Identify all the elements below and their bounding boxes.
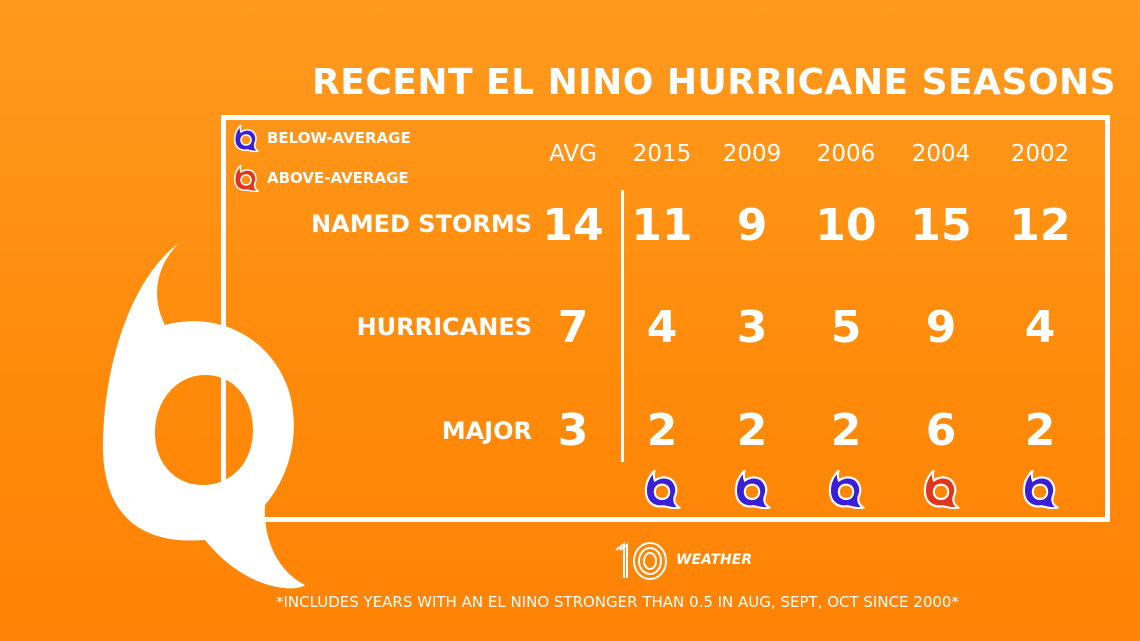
column-header-2015: 2015	[632, 141, 692, 167]
legend-below-label: BELOW-AVERAGE	[267, 129, 411, 147]
value-cell: 4	[646, 302, 678, 353]
column-header-2006: 2006	[816, 141, 876, 167]
footnote: *INCLUDES YEARS WITH AN EL NINO STRONGER…	[276, 593, 959, 611]
value-cell: 9	[925, 302, 957, 353]
row-label-hurricanes: HURRICANES	[356, 313, 532, 341]
value-cell: 6	[925, 405, 957, 456]
value-cell: 14	[542, 200, 604, 251]
station-logo: WEATHER	[612, 538, 752, 582]
season-rating-below-icon	[644, 469, 681, 509]
value-cell: 10	[815, 200, 877, 251]
legend-above: ABOVE-AVERAGE	[233, 164, 409, 192]
value-cell: 2	[736, 405, 768, 456]
hurricane-symbol-icon	[102, 243, 306, 589]
channel-10-logo-icon	[615, 542, 667, 580]
value-cell: 2	[646, 405, 678, 456]
column-header-2002: 2002	[1010, 141, 1070, 167]
column-divider	[621, 190, 624, 462]
hurricane-symbol-icon	[234, 164, 259, 192]
value-cell: 7	[557, 302, 589, 353]
season-rating-below-icon	[1022, 469, 1059, 509]
value-cell: 2	[830, 405, 862, 456]
value-cell: 9	[736, 200, 768, 251]
value-cell: 3	[736, 302, 768, 353]
value-cell: 5	[830, 302, 862, 353]
season-rating-below-icon	[734, 469, 771, 509]
value-cell: 3	[557, 405, 589, 456]
season-rating-above-icon	[923, 469, 960, 509]
table-frame	[221, 115, 1110, 522]
legend-above-label: ABOVE-AVERAGE	[267, 169, 409, 187]
value-cell: 11	[631, 200, 693, 251]
column-header-avg: AVG	[549, 141, 597, 167]
brand-word: WEATHER	[676, 552, 753, 568]
value-cell: 15	[910, 200, 972, 251]
row-label-major: MAJOR	[441, 417, 532, 445]
column-header-2009: 2009	[722, 141, 782, 167]
value-cell: 12	[1009, 200, 1071, 251]
hurricane-symbol-icon	[234, 124, 259, 152]
graphic-title: RECENT EL NINO HURRICANE SEASONS	[312, 62, 1117, 103]
row-label-named-storms: NAMED STORMS	[311, 210, 532, 238]
legend-below: BELOW-AVERAGE	[233, 124, 411, 152]
season-rating-below-icon	[828, 469, 865, 509]
value-cell: 4	[1024, 302, 1056, 353]
column-header-2004: 2004	[911, 141, 971, 167]
value-cell: 2	[1024, 405, 1056, 456]
